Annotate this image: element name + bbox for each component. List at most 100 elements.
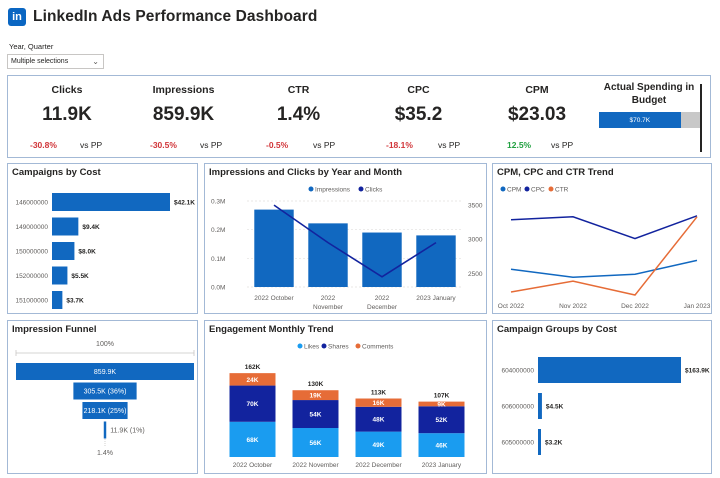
stack-segment-likes	[292, 428, 339, 457]
x-tick-label: Oct 2022	[498, 303, 525, 310]
total-label: 107K	[434, 393, 450, 400]
segment-label: 52K	[436, 417, 448, 424]
bar	[538, 357, 681, 383]
kpi-value: $23.03	[507, 104, 567, 125]
kpi-value: $35.2	[394, 104, 443, 125]
y-tick-label: 152000000	[15, 273, 48, 280]
legend-label: Comments	[362, 344, 394, 351]
y-tick-label: 0.3M	[211, 199, 225, 206]
funnel-bottom-label: 1.4%	[97, 450, 113, 457]
budget-value: $70.7K	[629, 116, 651, 124]
y2-tick-label: 3000	[468, 237, 483, 244]
funnel-bar	[103, 421, 107, 439]
campaigns-by-cost-panel: Campaigns by Cost 146000000 $42.1K 1490000…	[7, 163, 198, 314]
stack-segment-comments	[292, 390, 339, 401]
legend-label: CPM	[507, 187, 521, 194]
y-tick-label: 150000000	[15, 249, 48, 256]
segment-label: 19K	[310, 393, 322, 400]
kpi-vs: vs PP	[80, 140, 103, 150]
kpi-label: CPM	[525, 84, 549, 96]
panel-title: Impressions and Clicks by Year and Month	[209, 167, 403, 178]
impressions-clicks-chart: Impressions Clicks 0.0M 0.1M 0.2M 0.3M 2500 300…	[211, 186, 483, 311]
kpi-value: 859.9K	[152, 104, 215, 125]
cpm-cpc-ctr-panel: CPM, CPC and CTR Trend CPM CPC CTR Oct 2022…	[492, 163, 712, 314]
bar	[52, 291, 63, 309]
campaigns-by-cost-chart: 146000000 $42.1K 149000000 $9.4K 150000000 $8…	[15, 193, 195, 309]
campaign-groups-panel: Campaign Groups by Cost 604000000 $163.9K…	[492, 320, 712, 474]
campaign-groups-chart: 604000000 $163.9K 606000000 $4.5K 605000000 $…	[501, 357, 710, 455]
stack-segment-shares	[418, 406, 465, 434]
year-quarter-slicer[interactable]: Multiple selections ⌄	[7, 54, 104, 69]
kpi-label: CPC	[407, 84, 430, 96]
series-line-cpc	[510, 215, 698, 240]
kpi-card: Clicks 11.9K -30.8% vs PP Impressions 85…	[7, 75, 711, 158]
bar	[52, 266, 68, 285]
x-tick-label: 2022	[321, 295, 336, 302]
panel-title: Campaigns by Cost	[12, 167, 101, 178]
legend-label: Impressions	[315, 187, 351, 194]
series-line-cpm	[510, 259, 698, 278]
kpi-cpm: CPM $23.03 12.5% vs PP	[481, 76, 593, 162]
y-tick-label: 151000000	[15, 298, 48, 305]
data-label: $163.9K	[685, 368, 710, 375]
x-tick-label: 2022 November	[292, 462, 339, 469]
impression-funnel-panel: Impression Funnel 100% 859.9K 305.5K (36%)…	[7, 320, 198, 474]
legend-marker	[308, 186, 314, 192]
data-label: $8.0K	[78, 249, 96, 256]
legend-marker	[524, 186, 530, 192]
impressions-clicks-panel: Impressions and Clicks by Year and Month…	[204, 163, 487, 314]
x-tick-label: Nov 2022	[559, 303, 587, 310]
funnel-label: 218.1K (25%)	[84, 408, 127, 415]
legend-label: CTR	[555, 187, 569, 194]
total-label: 162K	[245, 364, 261, 371]
kpi-change: 12.5%	[507, 140, 532, 150]
segment-label: 54K	[310, 412, 322, 419]
x-tick-label: November	[313, 304, 344, 311]
linkedin-logo-icon: in	[8, 8, 26, 26]
legend-marker	[358, 186, 364, 192]
x-tick-label: 2022 October	[233, 462, 273, 469]
kpi-label: Impressions	[152, 84, 215, 96]
clicks-line	[273, 204, 437, 278]
kpi-cpc: CPC $35.2 -18.1% vs PP	[356, 76, 481, 162]
stack-segment-shares	[355, 406, 402, 432]
funnel-top-label: 100%	[96, 341, 114, 348]
data-label: $5.5K	[71, 273, 89, 280]
kpi-change: -30.5%	[150, 140, 177, 150]
slicer-label: Year, Quarter	[9, 42, 54, 51]
budget-target-line	[700, 84, 702, 152]
kpi-change: -30.8%	[30, 140, 57, 150]
stack-segment-shares	[229, 385, 276, 422]
legend-marker	[355, 343, 361, 349]
kpi-impressions: Impressions 859.9K -30.5% vs PP	[126, 76, 241, 162]
funnel-label: 11.9K (1%)	[110, 428, 145, 435]
x-tick-label: 2022 December	[355, 462, 402, 469]
kpi-label: CTR	[287, 84, 310, 96]
kpi-vs: vs PP	[438, 140, 461, 150]
budget-bar-fill: $70.7K	[599, 112, 681, 128]
chevron-down-icon[interactable]: ⌄	[92, 57, 99, 66]
bar	[416, 235, 456, 287]
stack-segment-comments	[355, 398, 402, 407]
segment-label: 68K	[247, 437, 259, 444]
data-label: $9.4K	[82, 224, 100, 231]
bar	[254, 209, 294, 287]
segment-label: 70K	[247, 401, 259, 408]
budget-gauge: Actual Spending in Budget $70.7K	[588, 76, 710, 162]
segment-label: 46K	[436, 443, 448, 450]
stack-segment-likes	[229, 421, 276, 457]
bar	[538, 429, 541, 455]
funnel-bar	[73, 382, 137, 400]
funnel-bar	[82, 402, 128, 419]
budget-label: Actual Spending in Budget	[603, 82, 695, 106]
y-tick-label: 0.0M	[211, 285, 225, 292]
legend-label: Likes	[304, 344, 320, 351]
panel-title: Campaign Groups by Cost	[497, 324, 617, 335]
segment-label: 49K	[373, 442, 385, 449]
bar	[52, 242, 75, 260]
legend-label: Shares	[328, 344, 349, 351]
funnel-label: 859.9K	[94, 369, 117, 376]
y2-tick-label: 2500	[468, 271, 483, 278]
bar	[538, 393, 542, 419]
data-label: $4.5K	[546, 404, 564, 411]
